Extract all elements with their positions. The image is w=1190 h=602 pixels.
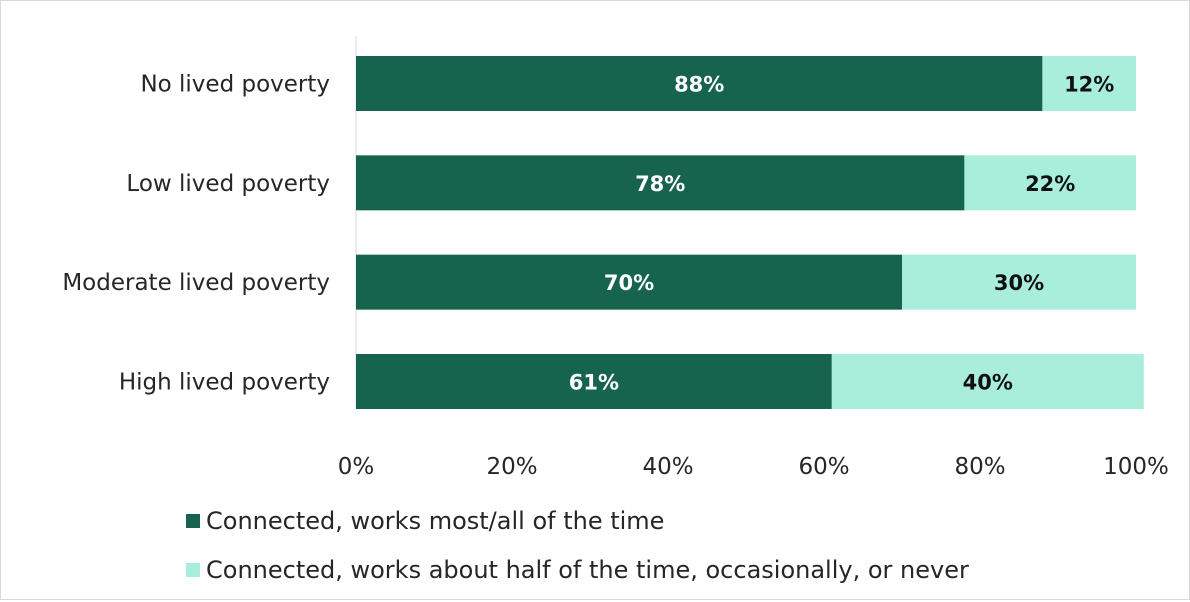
x-tick-label: 60% xyxy=(798,454,849,480)
bar-segment-series-1 xyxy=(356,353,832,409)
category-label: High lived poverty xyxy=(119,369,330,395)
bar-segment-series-2 xyxy=(1042,56,1136,111)
data-label-series-2: 22% xyxy=(1025,172,1075,196)
bar-segment-series-1 xyxy=(356,254,902,310)
legend-item-series-2: Connected, works about half of the time,… xyxy=(186,553,969,587)
legend-label-series-2: Connected, works about half of the time,… xyxy=(206,556,969,584)
legend-label-series-1: Connected, works most/all of the time xyxy=(206,507,665,535)
bar-segment-series-1 xyxy=(356,56,1043,111)
category-label: Low lived poverty xyxy=(126,171,330,197)
category-label: Moderate lived poverty xyxy=(62,270,330,296)
data-label-series-2: 30% xyxy=(994,271,1044,295)
data-label-series-1: 88% xyxy=(674,73,724,97)
legend: Connected, works most/all of the time Co… xyxy=(186,504,969,602)
data-label-series-1: 70% xyxy=(604,271,654,295)
bar-segment-series-2 xyxy=(902,254,1136,310)
data-label-series-2: 40% xyxy=(963,370,1013,394)
x-tick-label: 0% xyxy=(338,454,375,480)
legend-swatch-series-2 xyxy=(186,563,200,577)
legend-swatch-series-1 xyxy=(186,514,200,528)
x-tick-label: 40% xyxy=(642,454,693,480)
category-label: No lived poverty xyxy=(140,72,330,98)
x-tick-label: 20% xyxy=(486,454,537,480)
x-tick-label: 80% xyxy=(954,454,1005,480)
bar-segment-series-1 xyxy=(356,155,965,211)
bar-segment-series-2 xyxy=(964,155,1136,211)
data-label-series-1: 78% xyxy=(635,172,685,196)
x-tick-label: 100% xyxy=(1103,454,1169,480)
data-label-series-2: 12% xyxy=(1064,73,1114,97)
legend-item-series-1: Connected, works most/all of the time xyxy=(186,504,969,538)
data-label-series-1: 61% xyxy=(569,370,619,394)
bar-segment-series-2 xyxy=(831,353,1144,409)
